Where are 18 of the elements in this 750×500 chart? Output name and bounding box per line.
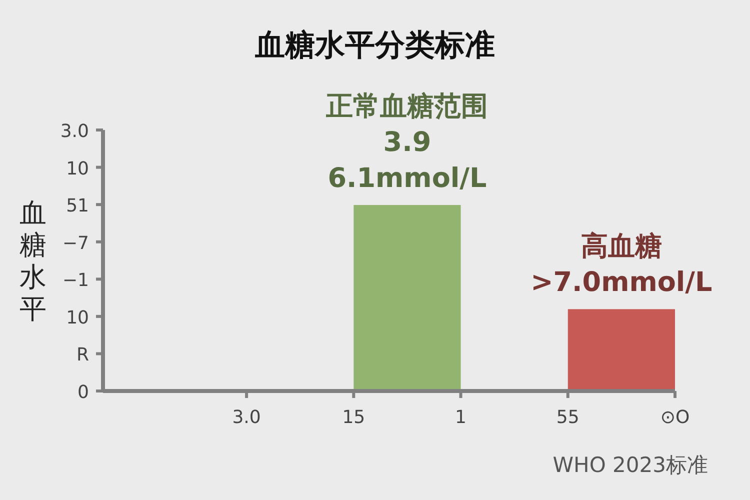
- text: R: [76, 344, 89, 366]
- x-tick-label: 1: [455, 407, 466, 428]
- text: 10: [66, 307, 89, 328]
- x-tick-label: 55: [556, 407, 580, 428]
- x-tick-label: 3.0: [232, 407, 261, 428]
- text: 3.0: [60, 121, 89, 142]
- text: WHO 2023标准: [552, 453, 708, 477]
- text: −7: [62, 232, 89, 254]
- text: −1: [62, 270, 89, 292]
- text: 51: [66, 196, 89, 217]
- text: 10: [66, 158, 89, 180]
- x-tick-label: ⊙O: [660, 407, 690, 428]
- chart-title: 血糖水平分类标准: [254, 28, 495, 63]
- annotation: 正常血糖范围 3.9 6.1mmol/L: [325, 91, 488, 194]
- y-axis-title: 血糖水平: [20, 198, 46, 325]
- x-tick-label: 15: [342, 407, 366, 428]
- annotation: 高血糖 >7.0mmol/L: [530, 231, 712, 298]
- text: 0: [78, 382, 89, 403]
